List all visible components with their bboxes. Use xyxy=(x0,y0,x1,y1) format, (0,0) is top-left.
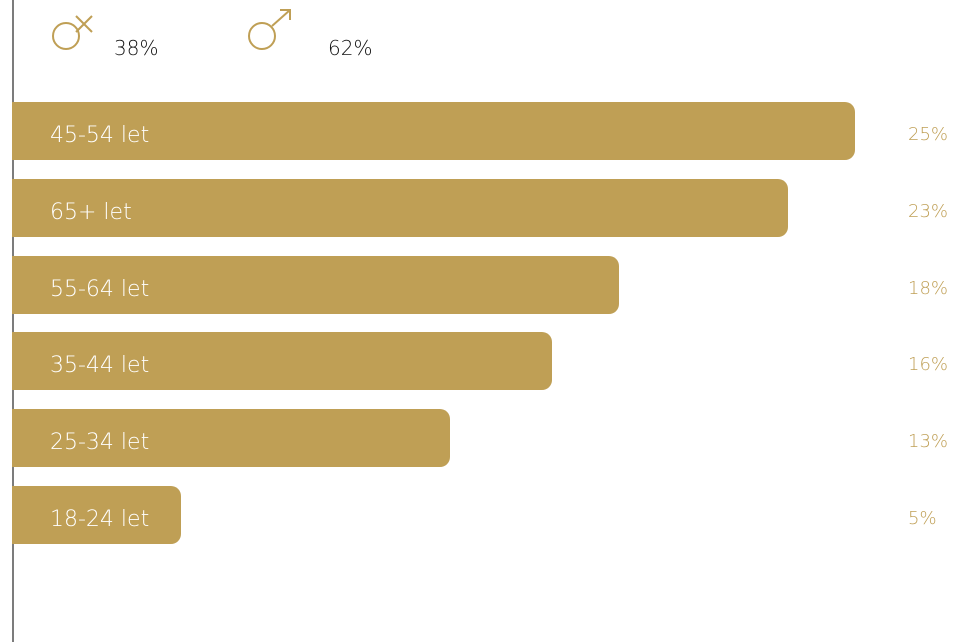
bar-5 xyxy=(12,409,450,467)
female-symbol-icon xyxy=(52,15,93,50)
axis-line xyxy=(12,0,14,642)
bar-value-label: 16% xyxy=(908,354,949,375)
bar-label: 25-34 let xyxy=(50,430,150,455)
bar-label: 55-64 let xyxy=(50,277,150,302)
bar-value-label: 23% xyxy=(908,201,949,222)
bar-value-label: 18% xyxy=(908,278,949,299)
male-percentage: 62% xyxy=(328,36,373,60)
female-percentage: 38% xyxy=(114,36,159,60)
bar-label: 45-54 let xyxy=(50,123,150,148)
bar-value-label: 5% xyxy=(908,508,937,529)
bar-value-label: 13% xyxy=(908,431,949,452)
bar-3 xyxy=(12,256,619,314)
bar-value-label: 25% xyxy=(908,124,949,145)
bar-2 xyxy=(12,179,788,237)
bar-4 xyxy=(12,332,552,390)
bar-label: 18-24 let xyxy=(50,507,150,532)
bar-label: 65+ let xyxy=(50,200,132,225)
gender-female: 38% xyxy=(50,0,230,70)
gender-male: 62% xyxy=(246,0,426,70)
bar-1 xyxy=(12,102,855,160)
bar-label: 35-44 let xyxy=(50,353,150,378)
male-symbol-icon xyxy=(248,9,291,50)
bar-6 xyxy=(12,486,181,544)
